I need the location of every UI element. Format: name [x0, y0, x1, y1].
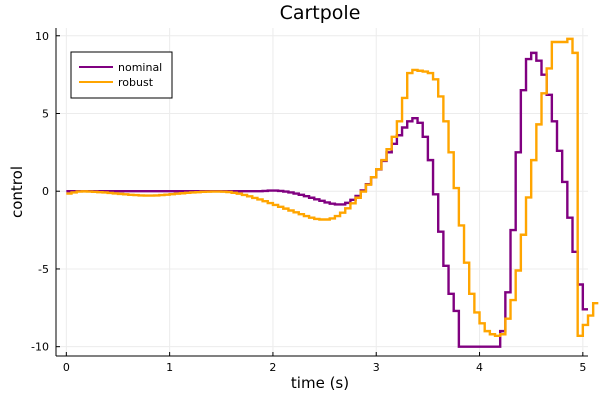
axes — [55, 28, 588, 357]
y-axis-label: control — [8, 166, 26, 218]
tick-labels: 0 1 2 3 4 5 10 5 0 -5 -10 — [31, 30, 586, 374]
x-tick-label: 1 — [166, 361, 173, 374]
y-tick-label: 5 — [42, 107, 49, 120]
legend-box — [70, 51, 173, 99]
x-tick-label: 3 — [373, 361, 380, 374]
x-tick-label: 0 — [63, 361, 70, 374]
series-lines — [66, 37, 599, 348]
x-axis-label: time (s) — [291, 374, 349, 392]
legend-label-nominal: nominal — [118, 61, 162, 74]
y-tick-label: -5 — [38, 263, 49, 276]
chart-title: Cartpole — [280, 2, 361, 24]
x-tick-label: 5 — [579, 361, 586, 374]
x-tick-label: 2 — [269, 361, 276, 374]
series-line-robust — [66, 37, 599, 337]
y-tick-label: 10 — [35, 30, 49, 43]
x-tick-label: 4 — [476, 361, 483, 374]
legend: nominal robust — [70, 51, 173, 99]
y-tick-label: 0 — [42, 185, 49, 198]
y-tick-label: -10 — [31, 341, 49, 354]
legend-label-robust: robust — [118, 76, 154, 89]
